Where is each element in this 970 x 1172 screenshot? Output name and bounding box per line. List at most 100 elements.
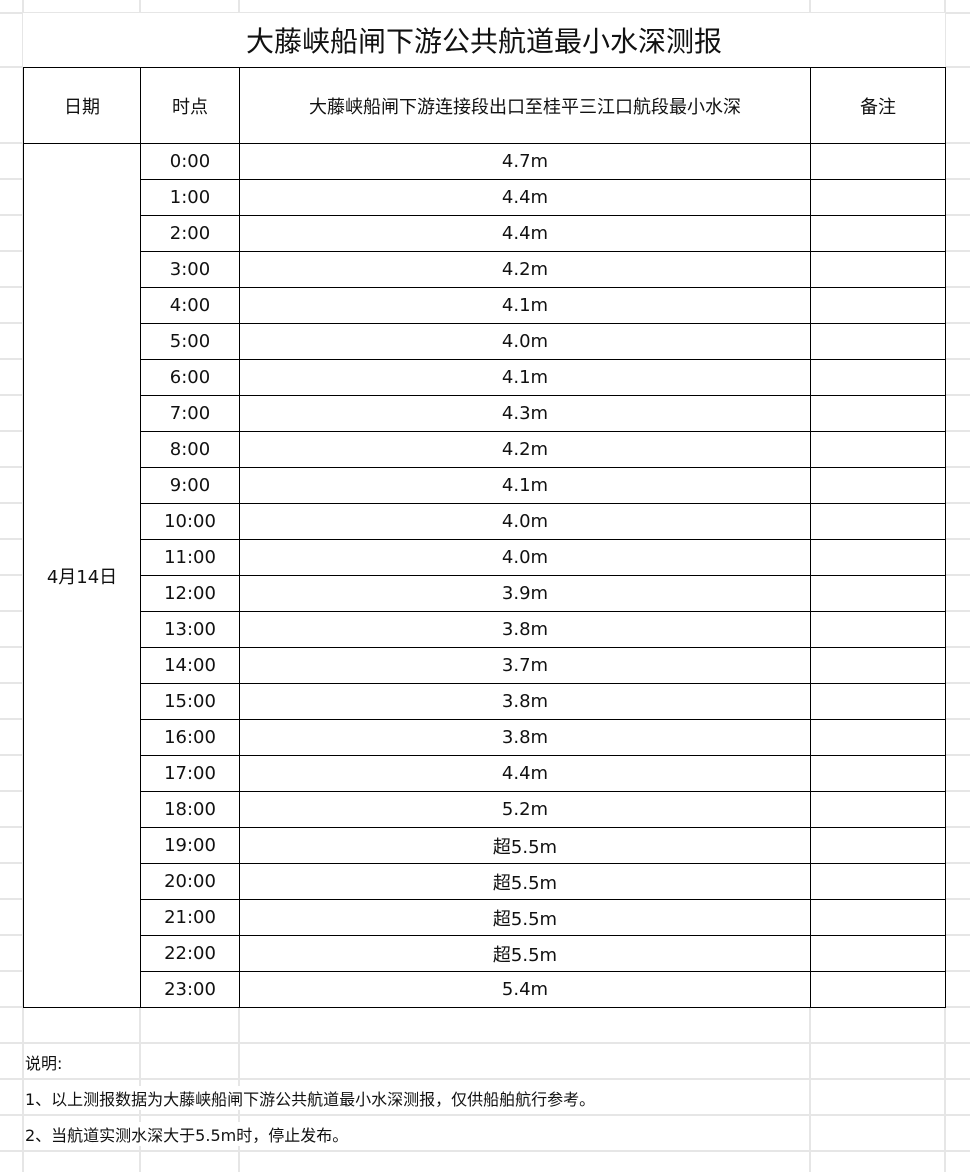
time-cell: 11:00 xyxy=(140,539,240,576)
time-cell: 2:00 xyxy=(140,215,240,252)
remark-cell xyxy=(810,215,946,252)
depth-cell: 3.7m xyxy=(239,647,811,684)
remark-cell xyxy=(810,971,946,1008)
time-cell: 8:00 xyxy=(140,431,240,468)
table-row: 2:00 4.4m xyxy=(24,215,946,252)
remark-cell xyxy=(810,791,946,828)
time-cell: 10:00 xyxy=(140,503,240,540)
page-title: 大藤峡船闸下游公共航道最小水深测报 xyxy=(23,13,945,67)
depth-cell: 5.4m xyxy=(239,971,811,1008)
remark-cell xyxy=(810,287,946,324)
note-item: 1、以上测报数据为大藤峡船闸下游公共航道最小水深测报，仅供船舶航行参考。 xyxy=(25,1086,600,1110)
time-cell: 15:00 xyxy=(140,683,240,720)
table-row: 1:00 4.4m xyxy=(24,179,946,216)
remark-cell xyxy=(810,827,946,864)
depth-cell: 4.4m xyxy=(239,755,811,792)
gridline xyxy=(0,1114,970,1116)
table-row: 4月14日 0:00 4.7m xyxy=(23,143,946,1008)
time-cell: 18:00 xyxy=(140,791,240,828)
remark-cell xyxy=(810,575,946,612)
remark-cell xyxy=(810,431,946,468)
date-cell: 4月14日 xyxy=(23,143,141,1008)
depth-cell: 超5.5m xyxy=(239,935,811,972)
table-row: 13:00 3.8m xyxy=(24,611,946,648)
header-depth: 大藤峡船闸下游连接段出口至桂平三江口航段最小水深 xyxy=(239,67,811,144)
remark-cell xyxy=(810,719,946,756)
gridline xyxy=(0,1078,970,1080)
remark-cell xyxy=(810,755,946,792)
time-cell: 17:00 xyxy=(140,755,240,792)
table-row: 7:00 4.3m xyxy=(24,395,946,432)
depth-cell: 4.2m xyxy=(239,431,811,468)
remark-cell xyxy=(810,899,946,936)
remark-cell xyxy=(810,683,946,720)
table-row: 5:00 4.0m xyxy=(24,323,946,360)
depth-table: 日期 时点 大藤峡船闸下游连接段出口至桂平三江口航段最小水深 备注 4月14日 0… xyxy=(23,67,946,1008)
header-time: 时点 xyxy=(140,67,240,144)
time-cell: 19:00 xyxy=(140,827,240,864)
table-row: 11:00 4.0m xyxy=(24,539,946,576)
remark-cell xyxy=(810,503,946,540)
gridline xyxy=(0,1042,970,1044)
table-row: 4:00 4.1m xyxy=(24,287,946,324)
remark-cell xyxy=(810,251,946,288)
time-cell: 22:00 xyxy=(140,935,240,972)
depth-cell: 4.0m xyxy=(239,539,811,576)
depth-cell: 3.8m xyxy=(239,719,811,756)
table-row: 18:00 5.2m xyxy=(24,791,946,828)
depth-cell: 4.4m xyxy=(239,215,811,252)
time-cell: 16:00 xyxy=(140,719,240,756)
depth-cell: 3.8m xyxy=(239,611,811,648)
depth-cell: 4.4m xyxy=(239,179,811,216)
remark-cell xyxy=(810,863,946,900)
time-cell: 21:00 xyxy=(140,899,240,936)
remark-cell xyxy=(810,935,946,972)
time-cell: 3:00 xyxy=(140,251,240,288)
notes-heading: 说明: xyxy=(25,1050,67,1074)
table-row: 6:00 4.1m xyxy=(24,359,946,396)
time-cell: 6:00 xyxy=(140,359,240,396)
remark-cell xyxy=(810,359,946,396)
time-cell: 0:00 xyxy=(140,143,240,180)
table-row: 9:00 4.1m xyxy=(24,467,946,504)
depth-cell: 4.2m xyxy=(239,251,811,288)
time-cell: 7:00 xyxy=(140,395,240,432)
depth-cell: 4.1m xyxy=(239,287,811,324)
time-cell: 1:00 xyxy=(140,179,240,216)
table-row: 16:00 3.8m xyxy=(24,719,946,756)
table-row: 12:00 3.9m xyxy=(24,575,946,612)
remark-cell xyxy=(810,323,946,360)
depth-cell: 4.0m xyxy=(239,503,811,540)
table-row: 19:00 超5.5m xyxy=(24,827,946,864)
table-row: 23:00 5.4m xyxy=(24,971,946,1008)
remark-cell xyxy=(810,179,946,216)
time-cell: 14:00 xyxy=(140,647,240,684)
depth-cell: 4.1m xyxy=(239,359,811,396)
header-date: 日期 xyxy=(23,67,141,144)
table-row: 15:00 3.8m xyxy=(24,683,946,720)
remark-cell xyxy=(810,647,946,684)
remark-cell xyxy=(810,143,946,180)
table-row: 3:00 4.2m xyxy=(24,251,946,288)
remark-cell xyxy=(810,539,946,576)
depth-cell: 超5.5m xyxy=(239,899,811,936)
table-row: 8:00 4.2m xyxy=(24,431,946,468)
time-cell: 23:00 xyxy=(140,971,240,1008)
depth-cell: 4.3m xyxy=(239,395,811,432)
remark-cell xyxy=(810,395,946,432)
table-row: 14:00 3.7m xyxy=(24,647,946,684)
depth-cell: 超5.5m xyxy=(239,863,811,900)
note-item: 2、当航道实测水深大于5.5m时，停止发布。 xyxy=(25,1122,353,1146)
depth-cell: 3.9m xyxy=(239,575,811,612)
table-row: 17:00 4.4m xyxy=(24,755,946,792)
header-row: 日期 时点 大藤峡船闸下游连接段出口至桂平三江口航段最小水深 备注 xyxy=(23,67,946,144)
depth-cell: 4.7m xyxy=(239,143,811,180)
remark-cell xyxy=(810,611,946,648)
table-row: 20:00 超5.5m xyxy=(24,863,946,900)
time-cell: 4:00 xyxy=(140,287,240,324)
depth-cell: 3.8m xyxy=(239,683,811,720)
remark-cell xyxy=(810,467,946,504)
depth-cell: 5.2m xyxy=(239,791,811,828)
gridline xyxy=(0,1150,970,1152)
time-cell: 9:00 xyxy=(140,467,240,504)
